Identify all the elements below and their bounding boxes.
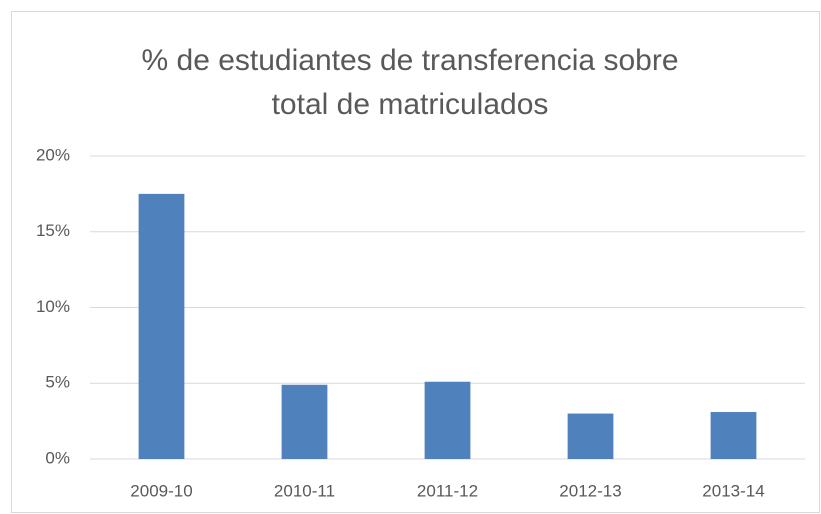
chart-frame: [11, 11, 820, 513]
y-tick-label: 20%: [36, 145, 70, 164]
bar: [710, 412, 757, 459]
bar: [567, 413, 614, 459]
x-tick-label: 2010-11: [274, 481, 335, 500]
chart-title: total de matriculados: [272, 88, 549, 121]
bar: [281, 384, 328, 459]
bar: [424, 381, 471, 459]
x-tick-label: 2013-14: [702, 481, 764, 500]
chart-title: % de estudiantes de transferencia sobre: [142, 44, 679, 77]
x-tick-label: 2009-10: [130, 481, 192, 500]
x-tick-label: 2012-13: [559, 481, 621, 500]
bar: [138, 193, 185, 459]
x-tick-label: 2011-12: [417, 481, 478, 500]
y-tick-label: 0%: [45, 448, 70, 467]
y-tick-label: 5%: [45, 373, 70, 392]
y-tick-label: 10%: [36, 297, 70, 316]
y-tick-label: 15%: [36, 221, 70, 240]
